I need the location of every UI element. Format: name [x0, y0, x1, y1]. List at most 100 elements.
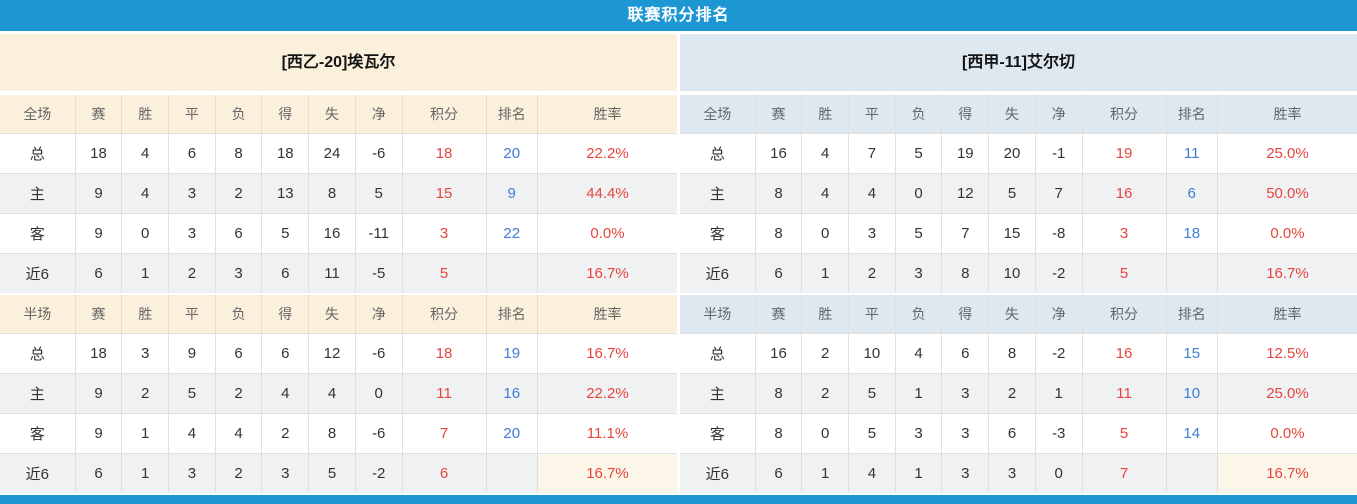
rank-cell: 20 [486, 133, 538, 174]
table-row: 总 16 2 10 4 6 8 -2 16 15 12.5% [680, 333, 1357, 374]
rate-cell: 22.2% [537, 373, 677, 414]
points-cell: 16 [1082, 173, 1167, 214]
rate-cell: 0.0% [1217, 413, 1357, 454]
column-header: 得 [261, 93, 310, 134]
points-cell: 3 [1082, 213, 1167, 254]
stat-cell: 3 [848, 213, 896, 254]
page-title: 联赛积分排名 [0, 0, 1357, 31]
stat-cell: 6 [215, 333, 263, 374]
points-cell: 5 [1082, 253, 1167, 295]
rank-cell: 11 [1166, 133, 1218, 174]
column-header: 净 [1035, 93, 1083, 134]
column-header: 积分 [1082, 293, 1167, 334]
points-cell: 16 [1082, 333, 1167, 374]
stat-cell: 6 [75, 453, 123, 493]
points-cell: 6 [402, 453, 487, 493]
stat-cell: -6 [355, 133, 403, 174]
stat-cell: 5 [308, 453, 356, 493]
stat-cell: 0 [1035, 453, 1083, 493]
table-row: 主 8 4 4 0 12 5 7 16 6 50.0% [680, 173, 1357, 214]
row-label: 客 [680, 413, 756, 454]
rate-cell: 50.0% [1217, 173, 1357, 214]
stat-cell: 5 [261, 213, 310, 254]
row-label: 主 [0, 373, 76, 414]
column-header: 赛 [755, 93, 803, 134]
stat-cell: 8 [755, 213, 803, 254]
stat-cell: 6 [261, 333, 310, 374]
stat-cell: 16 [755, 333, 803, 374]
table-row: 总 18 3 9 6 6 12 -6 18 19 16.7% [0, 333, 677, 374]
rate-cell: 16.7% [1217, 253, 1357, 295]
rank-cell: 10 [1166, 373, 1218, 414]
stat-cell: 8 [215, 133, 263, 174]
rate-cell: 0.0% [1217, 213, 1357, 254]
rate-cell: 12.5% [1217, 333, 1357, 374]
rate-cell: 16.7% [537, 253, 677, 295]
column-header: 赛 [755, 293, 803, 334]
points-cell: 5 [1082, 413, 1167, 454]
rate-cell: 16.7% [537, 333, 677, 374]
rate-cell: 16.7% [537, 453, 677, 493]
stat-cell: 2 [261, 413, 310, 454]
stat-cell: 8 [755, 173, 803, 214]
stat-cell: 3 [215, 253, 263, 295]
table-row: 近6 6 1 2 3 6 11 -5 5 16.7% [0, 253, 677, 295]
stat-cell: 3 [168, 173, 216, 214]
points-cell: 18 [402, 133, 487, 174]
column-header: 胜率 [537, 293, 677, 334]
row-label: 主 [680, 373, 756, 414]
stat-cell: 4 [261, 373, 310, 414]
column-header: 排名 [1166, 293, 1218, 334]
column-header: 平 [848, 293, 896, 334]
row-label: 近6 [680, 453, 756, 493]
rank-cell: 9 [486, 173, 538, 214]
table-row: 主 9 4 3 2 13 8 5 15 9 44.4% [0, 173, 677, 214]
table-row: 客 8 0 3 5 7 15 -8 3 18 0.0% [680, 213, 1357, 254]
rate-cell: 22.2% [537, 133, 677, 174]
stat-cell: 4 [801, 133, 850, 174]
column-header: 得 [941, 93, 990, 134]
stat-cell: -5 [355, 253, 403, 295]
stat-cell: 1 [895, 373, 943, 414]
column-header: 积分 [1082, 93, 1167, 134]
stat-cell: 9 [75, 173, 123, 214]
scope-header: 半场 [0, 293, 76, 334]
row-label: 总 [0, 133, 76, 174]
stat-cell: 3 [941, 373, 990, 414]
tables-container: [西乙-20]埃瓦尔 全场赛胜平负得失净积分 排名 胜率总 18 4 6 8 18 24 -6 18 2… [0, 34, 1357, 493]
team-panel: [西乙-20]埃瓦尔 全场赛胜平负得失净积分 排名 胜率总 18 4 6 8 18 24 -6 18 2… [0, 34, 677, 493]
stat-cell: 3 [895, 413, 943, 454]
table-row: 近6 6 1 4 1 3 3 0 7 16.7% [680, 453, 1357, 493]
stat-cell: 10 [988, 253, 1036, 295]
rank-cell [486, 453, 538, 493]
stat-cell: 1 [121, 253, 170, 295]
table-row: 客 9 1 4 4 2 8 -6 7 20 11.1% [0, 413, 677, 454]
stat-cell: -6 [355, 333, 403, 374]
stat-cell: 8 [755, 413, 803, 454]
stat-cell: 18 [261, 133, 310, 174]
stat-cell: 3 [895, 253, 943, 295]
column-header: 排名 [486, 293, 538, 334]
scope-header: 全场 [0, 93, 76, 134]
rate-cell: 0.0% [537, 213, 677, 254]
stat-cell: 13 [261, 173, 310, 214]
stat-cell: 1 [121, 413, 170, 454]
stat-cell: 2 [215, 373, 263, 414]
column-header: 负 [215, 293, 263, 334]
team-name: [西甲-11]艾尔切 [680, 34, 1357, 93]
column-header: 积分 [402, 293, 487, 334]
points-cell: 3 [402, 213, 487, 254]
column-header: 胜 [801, 93, 850, 134]
stat-cell: -3 [1035, 413, 1083, 454]
row-label: 近6 [0, 253, 76, 295]
stat-cell: 6 [215, 213, 263, 254]
column-header-row: 半场赛胜平负得失净积分 排名 胜率 [0, 293, 677, 334]
column-header: 胜率 [1217, 293, 1357, 334]
row-label: 近6 [0, 453, 76, 493]
stat-cell: 1 [801, 253, 850, 295]
stat-cell: 4 [168, 413, 216, 454]
scope-header: 全场 [680, 93, 756, 134]
rate-cell: 16.7% [1217, 453, 1357, 493]
table-row: 近6 6 1 3 2 3 5 -2 6 16.7% [0, 453, 677, 493]
stat-cell: -2 [355, 453, 403, 493]
